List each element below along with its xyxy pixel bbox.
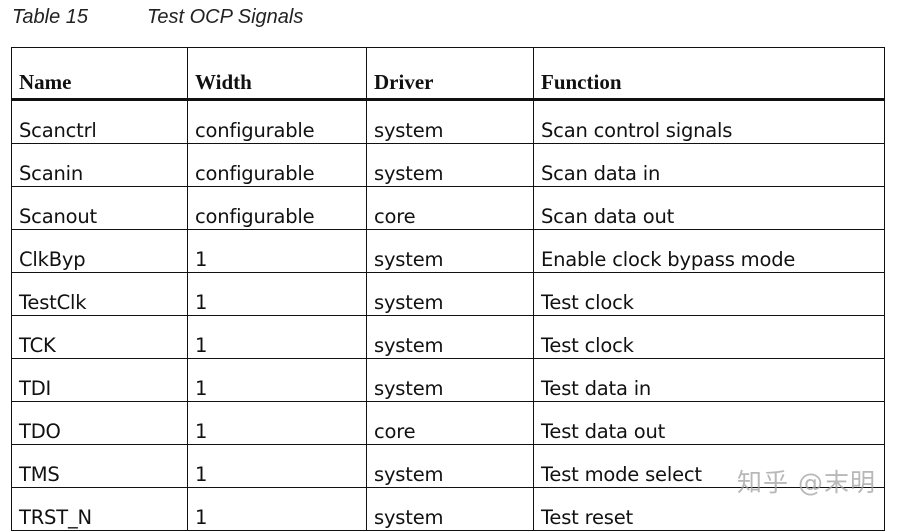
cell-driver: system xyxy=(366,143,534,187)
cell-name: Scanctrl xyxy=(11,99,188,144)
cell-driver: system xyxy=(366,99,534,144)
cell-name: TDI xyxy=(11,358,188,402)
cell-width: configurable xyxy=(187,143,367,187)
table-row: TMS 1 system Test mode select xyxy=(11,444,885,488)
cell-width: 1 xyxy=(187,272,367,316)
table-row: Scanout configurable core Scan data out xyxy=(11,186,885,230)
cell-function: Enable clock bypass mode xyxy=(533,229,885,273)
cell-name: Scanout xyxy=(11,186,188,230)
header-row: Name Width Driver Function xyxy=(11,47,885,101)
cell-driver: system xyxy=(366,444,534,488)
cell-driver: core xyxy=(366,401,534,445)
header-function: Function xyxy=(533,47,885,101)
cell-function: Test clock xyxy=(533,272,885,316)
cell-function: Scan control signals xyxy=(533,99,885,144)
header-name: Name xyxy=(11,47,188,101)
cell-function: Test mode select xyxy=(533,444,885,488)
watermark: 知乎 @末明 xyxy=(737,468,876,497)
cell-function: Test data in xyxy=(533,358,885,402)
cell-function: Scan data in xyxy=(533,143,885,187)
cell-driver: system xyxy=(366,358,534,402)
cell-driver: system xyxy=(366,272,534,316)
cell-function: Test data out xyxy=(533,401,885,445)
cell-name: TDO xyxy=(11,401,188,445)
cell-name: TCK xyxy=(11,315,188,359)
cell-name: TRST_N xyxy=(11,487,188,531)
cell-function: Test clock xyxy=(533,315,885,359)
table-title: Test OCP Signals xyxy=(147,6,304,28)
cell-driver: system xyxy=(366,229,534,273)
cell-width: configurable xyxy=(187,99,367,144)
header-width: Width xyxy=(187,47,367,101)
cell-width: 1 xyxy=(187,401,367,445)
signals-table: Name Width Driver Function Scanctrl configur… xyxy=(11,47,885,531)
cell-width: 1 xyxy=(187,315,367,359)
table-row: ClkByp 1 system Enable clock bypass mode xyxy=(11,229,885,273)
cell-driver: core xyxy=(366,186,534,230)
cell-driver: system xyxy=(366,315,534,359)
table-number: Table 15 xyxy=(12,6,88,28)
cell-name: TestClk xyxy=(11,272,188,316)
table-row: TDI 1 system Test data in xyxy=(11,358,885,402)
cell-width: 1 xyxy=(187,444,367,488)
cell-function: Scan data out xyxy=(533,186,885,230)
table-row: TCK 1 system Test clock xyxy=(11,315,885,359)
table-caption: Table 15 Test OCP Signals xyxy=(12,6,303,29)
cell-width: 1 xyxy=(187,358,367,402)
table-row: Scanin configurable system Scan data in xyxy=(11,143,885,187)
header-driver: Driver xyxy=(366,47,534,101)
cell-name: TMS xyxy=(11,444,188,488)
cell-width: 1 xyxy=(187,229,367,273)
cell-width: configurable xyxy=(187,186,367,230)
table-row: TestClk 1 system Test clock xyxy=(11,272,885,316)
cell-width: 1 xyxy=(187,487,367,531)
table-row: Scanctrl configurable system Scan control s… xyxy=(11,99,885,144)
cell-name: Scanin xyxy=(11,143,188,187)
cell-name: ClkByp xyxy=(11,229,188,273)
cell-driver: system xyxy=(366,487,534,531)
table-row: TDO 1 core Test data out xyxy=(11,401,885,445)
